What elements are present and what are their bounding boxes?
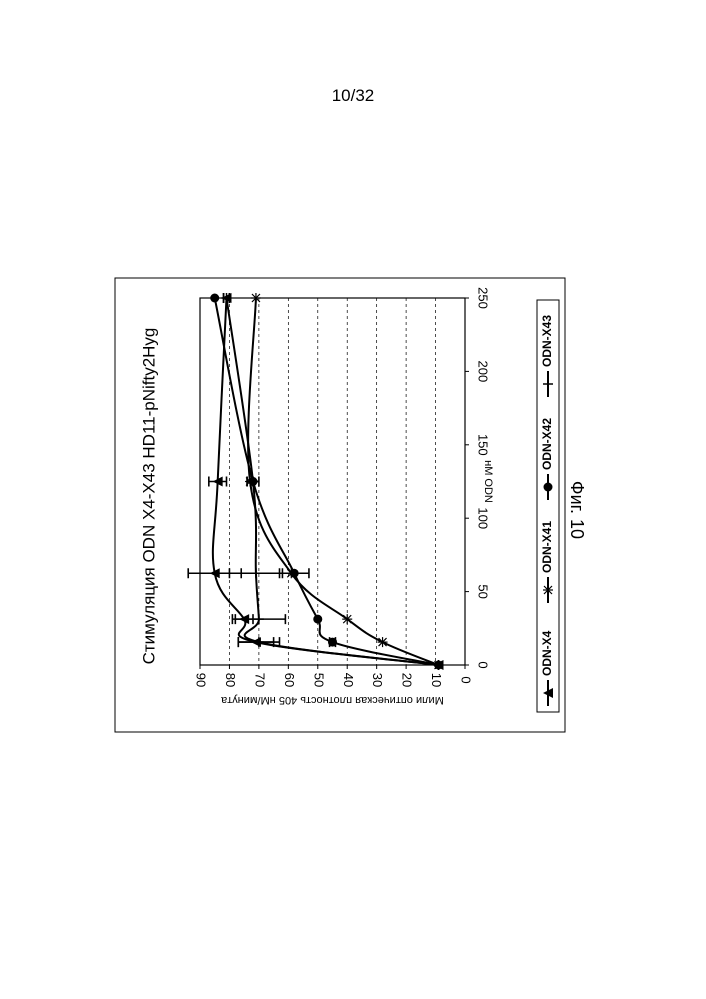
data-point-odn-x42	[313, 615, 322, 624]
x-tick-label: 50	[476, 584, 491, 598]
circle-marker-shape	[328, 638, 337, 647]
legend-marker-odn-x41	[543, 585, 553, 595]
y-tick-label: 70	[252, 673, 267, 687]
x-tick-label: 250	[476, 287, 491, 309]
x-tick-label: 200	[476, 361, 491, 383]
data-point-odn-x42	[210, 294, 219, 303]
y-tick-label: 10	[429, 673, 444, 687]
y-axis-title: Мили оптическая плотность 405 нМ/минута	[220, 694, 444, 706]
data-point-odn-x41	[342, 614, 352, 624]
x-tick-label: 0	[476, 661, 491, 668]
data-point-odn-x43	[254, 637, 264, 647]
circle-marker-shape	[210, 294, 219, 303]
chart-outer-frame	[115, 278, 565, 732]
legend-marker-odn-x42	[544, 483, 553, 492]
data-point-odn-x41	[378, 637, 388, 647]
x-axis-title: нМ ODN	[482, 460, 494, 503]
data-point-odn-x42	[328, 638, 337, 647]
data-point-odn-x42	[290, 569, 299, 578]
legend-label: ODN-X42	[540, 418, 554, 470]
legend-marker-odn-x43	[543, 379, 553, 389]
series-line-odn-x41	[248, 298, 438, 665]
y-tick-label: 20	[400, 673, 415, 687]
data-point-odn-x41	[251, 293, 261, 303]
legend-label: ODN-X43	[540, 315, 554, 367]
data-point-odn-x43	[254, 614, 264, 624]
legend-label: ODN-X41	[540, 521, 554, 573]
data-point-odn-x43	[251, 568, 261, 578]
y-tick-label: 90	[194, 673, 209, 687]
y-tick-label: 0	[459, 676, 474, 683]
y-tick-label: 80	[223, 673, 238, 687]
chart-title: Стимуляция ODN X4-X43 HD11-pNifty2Hyg	[139, 328, 158, 665]
legend-label: ODN-X4	[540, 630, 554, 676]
x-tick-label: 100	[476, 507, 491, 529]
figure-caption: Фиг. 10	[563, 470, 587, 550]
y-tick-label: 50	[311, 673, 326, 687]
plot-layer: 0 10 20 30 40 50 60 70 80 90 0 50 100 150 200 250 нМ ODN…	[139, 287, 559, 712]
circle-marker-shape	[290, 569, 299, 578]
y-tick-label: 30	[370, 673, 385, 687]
y-tick-label: 40	[341, 673, 356, 687]
circle-marker-shape	[544, 483, 553, 492]
circle-marker-shape	[313, 615, 322, 624]
x-tick-label: 150	[476, 434, 491, 456]
y-tick-label: 60	[282, 673, 297, 687]
